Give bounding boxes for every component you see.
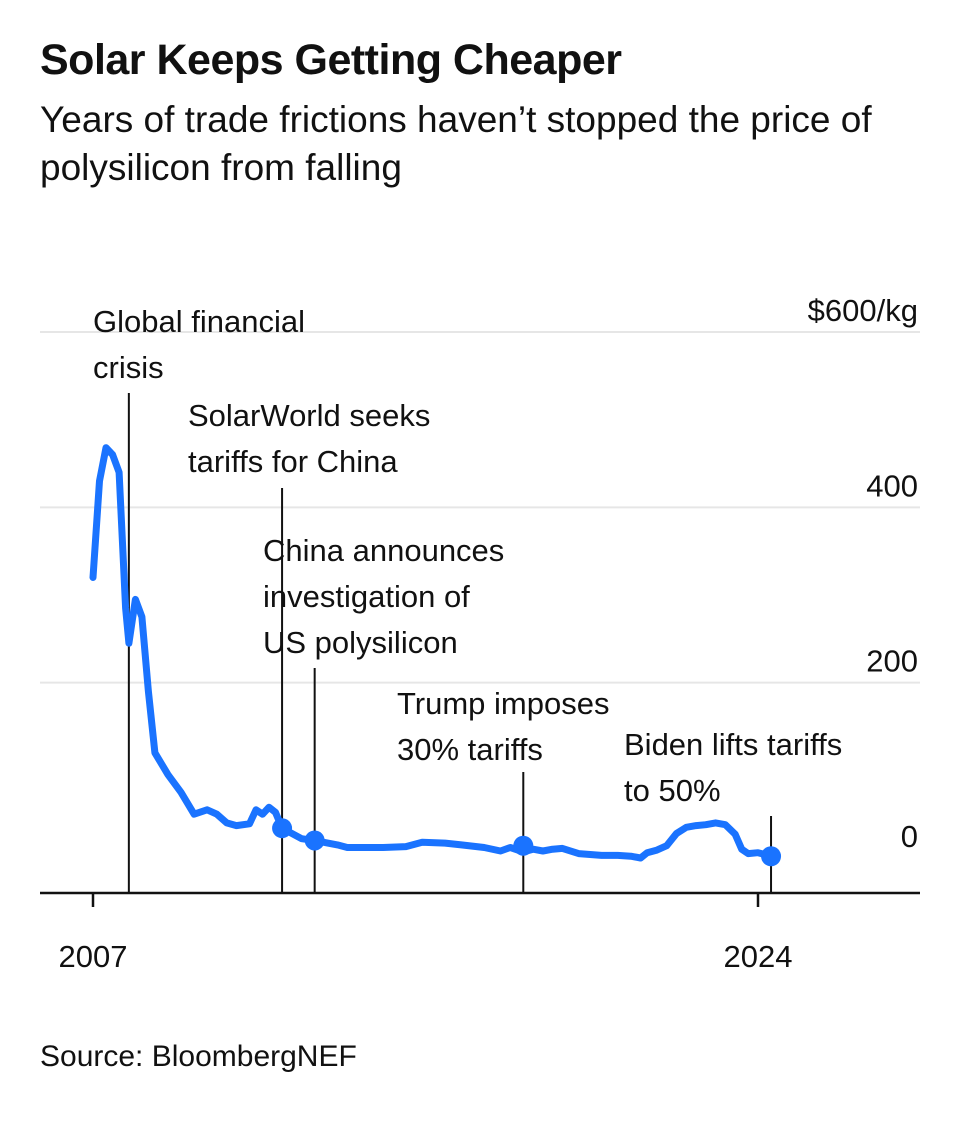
annotation-markers <box>272 818 782 867</box>
annotation-label-2-line-2: tariffs for China <box>188 444 398 479</box>
annotation-marker-2 <box>272 818 293 839</box>
annotation-marker-4 <box>513 835 534 856</box>
annotation-label-3-line-1: China announces <box>263 533 504 568</box>
annotation-label-1-line-2: crisis <box>93 350 164 385</box>
series-layer <box>89 444 775 862</box>
y-axis-tick-labels: $600/kg 400 200 0 <box>808 293 918 854</box>
annotation-label-3-line-3: US polysilicon <box>263 625 458 660</box>
y-tick-label-0: 0 <box>901 819 918 854</box>
y-tick-label-400: 400 <box>866 468 918 503</box>
annotation-label-4-line-2: 30% tariffs <box>397 732 543 767</box>
gridlines <box>40 331 920 684</box>
annotation-label-5-line-2: to 50% <box>624 773 721 808</box>
annotation-label-5-line-1: Biden lifts tariffs <box>624 727 842 762</box>
x-tick-label-2024: 2024 <box>724 939 793 974</box>
x-axis: 2007 2024 <box>40 891 920 974</box>
source-note: Source: BloombergNEF <box>40 1040 357 1073</box>
y-tick-label-600: $600/kg <box>808 293 918 328</box>
x-tick-label-2007: 2007 <box>59 939 128 974</box>
annotation-label-2-line-1: SolarWorld seeks <box>188 398 430 433</box>
chart-title: Solar Keeps Getting Cheaper <box>40 36 622 84</box>
annotation-marker-3 <box>304 830 325 851</box>
chart-subtitle: Years of trade frictions haven’t stopped… <box>40 99 872 188</box>
price-line-chart: $600/kg 400 200 0 2007 2024 Global financial… <box>40 293 920 974</box>
series-line-1 <box>89 444 775 862</box>
annotation-label-3-line-2: investigation of <box>263 579 470 614</box>
annotation-marker-5 <box>761 846 782 867</box>
y-tick-label-200: 200 <box>866 644 918 679</box>
annotation-label-1-line-1: Global financial <box>93 304 305 339</box>
annotation-label-4-line-1: Trump imposes <box>397 686 609 721</box>
annotation-labels: Global financial crisis SolarWorld seeks ta… <box>93 304 842 808</box>
